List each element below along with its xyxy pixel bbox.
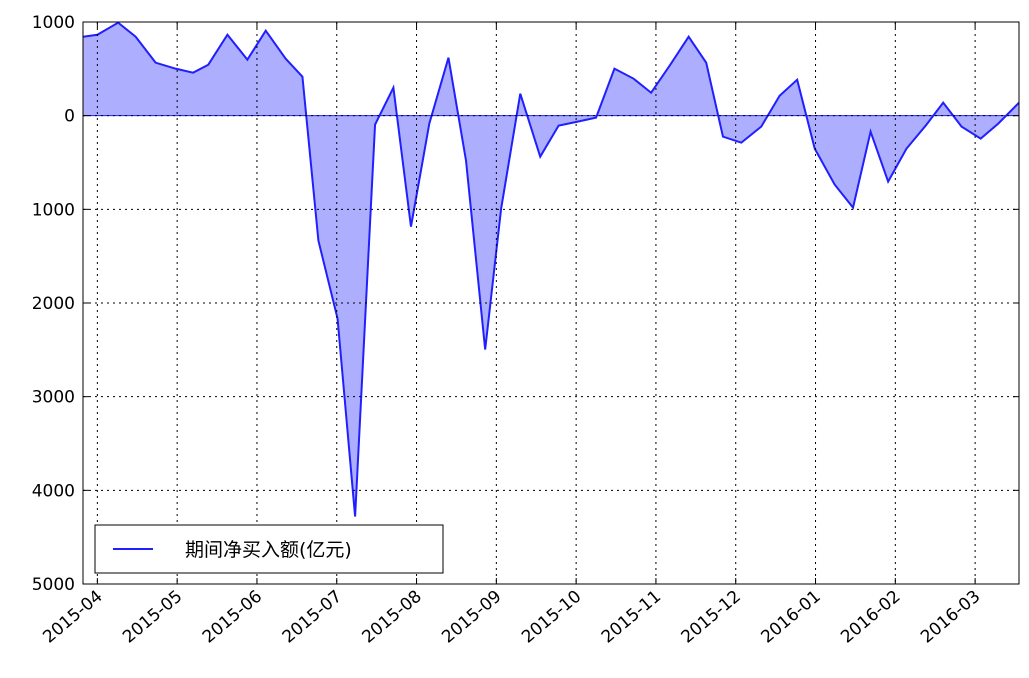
- x-tick-label: 2015-06: [199, 587, 266, 648]
- x-tick-label: 2016-02: [837, 587, 904, 648]
- y-tick-label: 4000: [32, 481, 75, 501]
- line: [82, 21, 1020, 517]
- legend-label: 期间净买入额(亿元): [185, 539, 352, 561]
- plot-frame: [82, 21, 1020, 585]
- x-tick-label: 2015-07: [279, 587, 346, 648]
- x-tick-label: 2015-09: [438, 587, 505, 648]
- area-fill: [83, 22, 1019, 517]
- x-tick-label: 2015-11: [598, 587, 665, 648]
- y-tick-label: 3000: [32, 388, 75, 408]
- x-tick-label: 2015-10: [518, 587, 585, 648]
- legend: 期间净买入额(亿元): [94, 524, 444, 574]
- x-tick-label: 2015-04: [39, 587, 106, 648]
- y-tick-label: 1000: [32, 13, 75, 33]
- x-tick-label: 2016-03: [917, 587, 984, 648]
- x-tick-label: 2015-12: [678, 587, 745, 648]
- y-tick-label: 0: [64, 107, 75, 127]
- y-tick-label: 2000: [32, 294, 75, 314]
- x-tick-label: 2015-08: [358, 587, 425, 648]
- y-tick-label: 5000: [32, 575, 75, 595]
- y-tick-label: 1000: [32, 200, 75, 220]
- x-tick-label: 2016-01: [757, 587, 824, 648]
- x-tick-label: 2015-05: [119, 587, 186, 648]
